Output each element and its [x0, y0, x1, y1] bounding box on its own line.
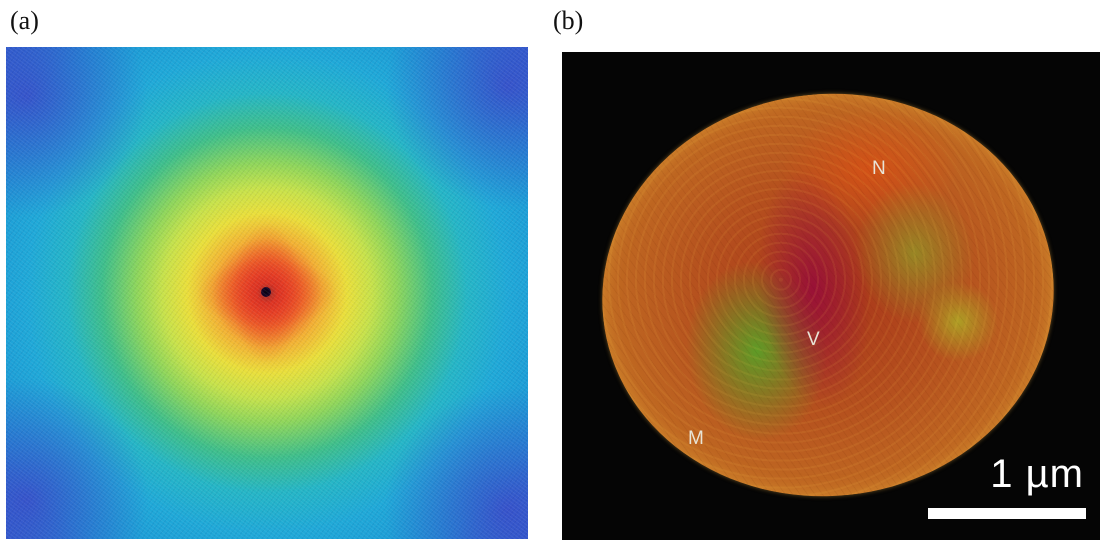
scale-bar	[928, 508, 1086, 519]
annotation-n: N	[872, 158, 886, 179]
cell-microscopy-image: N V M 1 µm	[562, 52, 1100, 540]
panel-a-label: (a)	[10, 6, 39, 35]
panel-b-label: (b)	[553, 6, 584, 35]
beam-stop-dot	[261, 287, 271, 297]
diffraction-pattern-image	[6, 47, 528, 539]
annotation-v: V	[807, 329, 820, 350]
scale-bar-label: 1 µm	[990, 452, 1084, 496]
annotation-m: M	[688, 428, 704, 449]
